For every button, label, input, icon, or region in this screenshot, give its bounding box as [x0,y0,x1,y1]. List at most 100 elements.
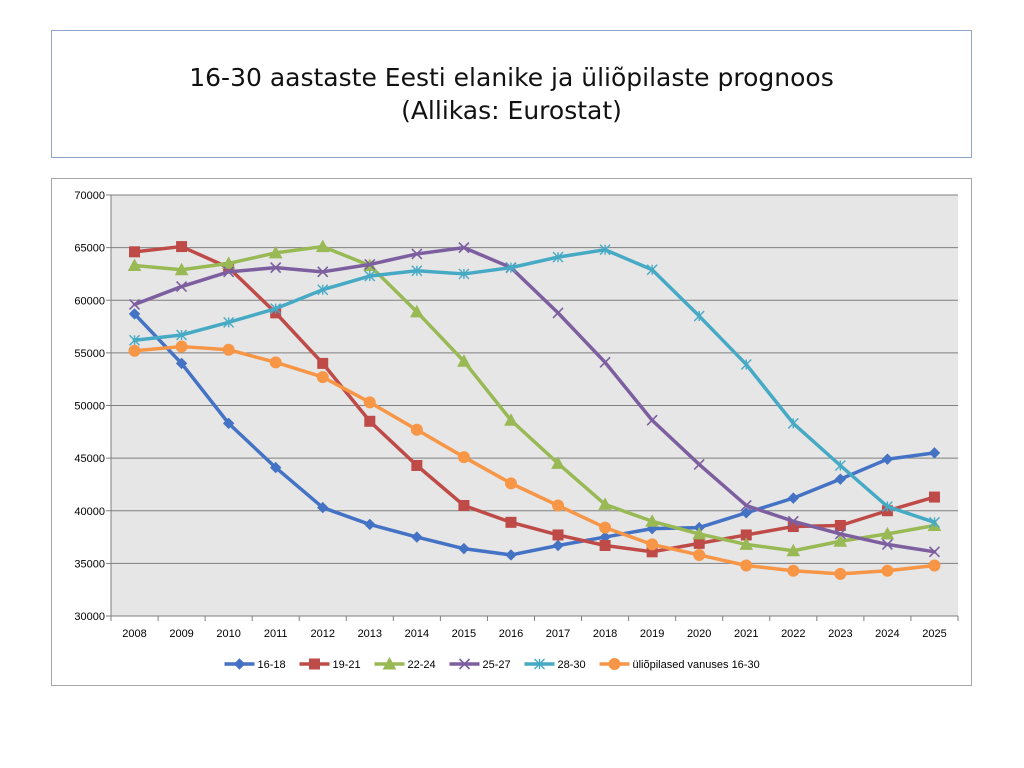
data-point [505,262,517,274]
data-point [270,303,282,315]
data-point [316,371,329,384]
data-point [222,417,235,430]
legend-marker [534,658,545,670]
x-tick-label: 2011 [264,628,288,640]
data-point [693,537,705,549]
data-point [834,528,846,540]
x-tick-label: 2010 [216,628,240,640]
data-point [692,526,707,540]
data-point [268,245,283,259]
legend-label: üliõpilased vanuses 16-30 [633,659,760,671]
data-point [269,461,282,474]
data-point [129,246,141,258]
data-point [411,265,423,277]
data-point [599,521,612,534]
x-tick-label: 2017 [546,628,570,640]
data-point [223,316,235,328]
data-point [739,537,754,550]
x-tick-label: 2012 [311,628,335,640]
data-point [128,344,141,357]
data-point [223,266,235,278]
data-point [504,413,518,426]
data-point [270,262,282,274]
x-tick-label: 2008 [122,628,146,640]
data-point [787,515,799,527]
chart-title: 16-30 aastaste Eesti elanike ja üliõpila… [189,63,834,92]
data-point [833,534,848,547]
series-line-2 [132,244,937,554]
data-point [881,453,894,465]
data-point [787,492,800,504]
chart-title-box: 16-30 aastaste Eesti elanike ja üliõpila… [51,30,972,158]
data-point [458,542,470,555]
x-tick-label: 2021 [734,628,758,640]
data-point [458,268,470,280]
legend-label: 16-18 [258,659,286,671]
x-tick-label: 2022 [781,628,805,640]
data-point [504,477,517,490]
y-tick-label: 55000 [74,348,105,360]
x-tick-label: 2009 [169,628,193,640]
data-point [364,270,376,282]
x-tick-label: 2016 [499,628,523,640]
data-point [881,564,894,577]
data-point [880,526,895,540]
y-tick-label: 50000 [74,401,105,413]
data-point [552,529,564,541]
data-point [127,258,142,272]
data-point [363,396,376,409]
data-point [317,284,329,296]
data-point [834,459,846,471]
data-point [881,501,893,513]
x-tick-label: 2014 [405,628,429,640]
data-point [129,334,141,346]
data-point [458,242,470,254]
data-point [552,307,564,319]
series-line-4 [132,245,937,554]
data-point [881,538,893,550]
data-point [598,497,612,510]
data-point [411,531,423,543]
series-line-5 [132,247,937,525]
x-tick-label: 2013 [358,628,382,640]
data-point [128,308,141,320]
data-point [834,519,846,531]
data-point [646,538,659,551]
data-point [693,458,705,471]
legend-marker [608,658,621,670]
y-tick-label: 65000 [74,243,105,255]
x-tick-label: 2015 [452,628,476,640]
data-point [176,329,188,341]
data-point [315,239,330,253]
data-point [176,281,188,293]
data-point [740,499,752,512]
data-point [176,241,188,253]
data-point [928,559,941,572]
legend-marker [382,656,397,670]
data-point [599,244,611,256]
legend-label: 19-21 [333,659,361,671]
data-point [410,423,423,436]
data-point [834,473,847,485]
y-tick-label: 70000 [74,190,105,202]
legend-label: 25-27 [483,659,511,671]
series-line-6 [132,344,937,576]
data-point [505,516,517,528]
x-tick-label: 2025 [922,628,946,640]
data-point [457,354,471,367]
legend-label: 28-30 [558,659,586,671]
data-point [174,262,189,276]
x-tick-label: 2020 [687,628,711,640]
data-point [646,264,658,276]
data-point [458,499,470,511]
data-point [552,499,565,512]
data-point [411,248,423,260]
x-tick-label: 2019 [640,628,664,640]
data-point [928,491,940,503]
y-tick-label: 40000 [74,506,105,518]
data-point [599,539,611,551]
y-tick-label: 45000 [74,453,105,465]
y-tick-label: 60000 [74,295,105,307]
data-point [457,451,470,464]
data-point [317,266,329,278]
